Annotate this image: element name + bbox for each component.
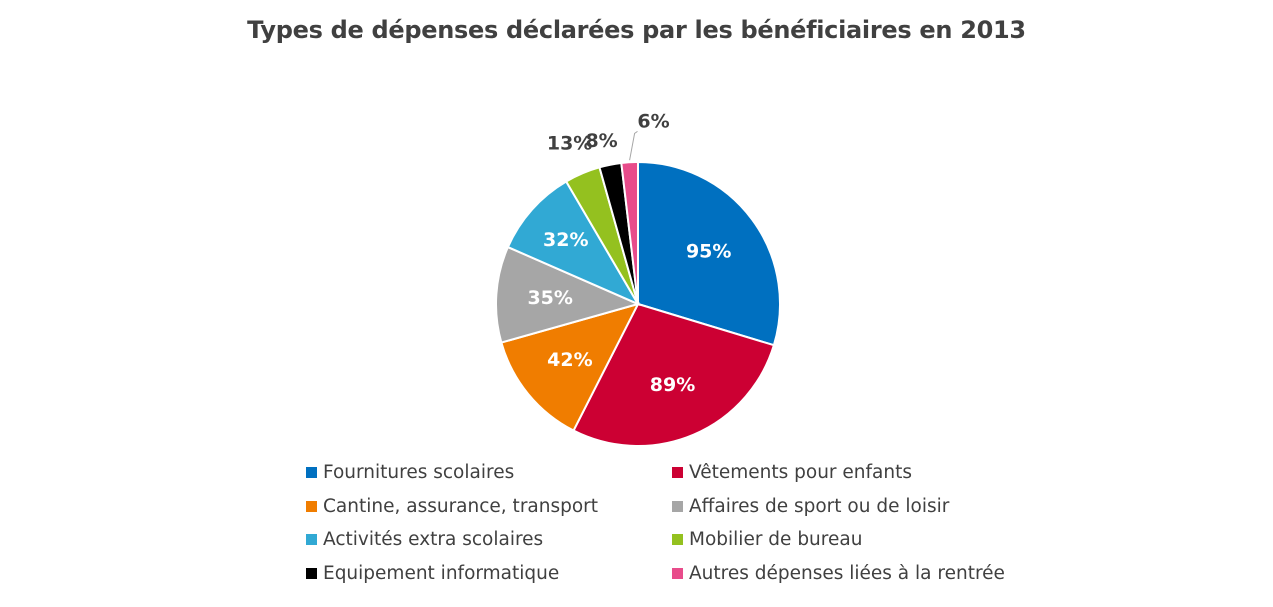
legend-swatch — [306, 534, 317, 545]
legend-item: Cantine, assurance, transport — [306, 496, 598, 517]
slice-value-label: 35% — [527, 287, 572, 309]
leader-lines — [629, 130, 638, 161]
chart-title: Types de dépenses déclarées par les béné… — [247, 16, 1026, 44]
legend-item: Equipement informatique — [306, 563, 559, 584]
leader-line — [629, 130, 638, 161]
legend-label: Cantine, assurance, transport — [323, 495, 599, 517]
legend-item: Fournitures scolaires — [306, 462, 514, 483]
legend-label: Equipement informatique — [323, 562, 560, 584]
slice-value-label: 13% — [547, 132, 592, 154]
pie-slice — [494, 245, 641, 344]
slice-labels: 95% 89% 42% 35% 32% 13%8% 6% — [527, 110, 731, 396]
pie-slice — [637, 160, 781, 347]
slice-value-label: 6% — [637, 110, 669, 132]
legend-label: Activités extra scolaires — [323, 529, 544, 550]
slice-value-label: 8% — [585, 130, 617, 152]
legend-swatch — [672, 467, 683, 478]
legend-swatch — [306, 467, 317, 478]
legend-label: Autres dépenses liées à la rentrée — [689, 562, 1005, 584]
legend-item: Mobilier de bureau — [672, 529, 862, 550]
slice-value-label: 32% — [543, 229, 588, 251]
slice-value-label: 89% — [650, 374, 695, 396]
legend-item: Affaires de sport ou de loisir — [672, 496, 949, 517]
slice-value-label: 42% — [547, 349, 592, 371]
legend-item: Activités extra scolaires — [306, 529, 543, 550]
slice-value-label: 95% — [686, 241, 731, 263]
legend-label: Affaires de sport ou de loisir — [689, 495, 950, 517]
legend-item: Vêtements pour enfants — [672, 462, 912, 483]
legend-label: Vêtements pour enfants — [689, 462, 912, 483]
legend-label: Mobilier de bureau — [689, 529, 863, 550]
pie-slices — [494, 160, 781, 447]
legend-label: Fournitures scolaires — [323, 462, 515, 483]
pie-slice — [572, 302, 776, 447]
legend-swatch — [306, 500, 317, 512]
legend-swatch — [672, 534, 683, 545]
legend-item: Autres dépenses liées à la rentrée — [672, 563, 1005, 584]
pie-slice — [500, 302, 640, 432]
pie-slice — [620, 160, 639, 305]
legend-swatch — [672, 567, 683, 579]
pie-slice — [506, 180, 641, 307]
legend-swatch — [306, 567, 317, 579]
legend-swatch — [672, 500, 683, 512]
